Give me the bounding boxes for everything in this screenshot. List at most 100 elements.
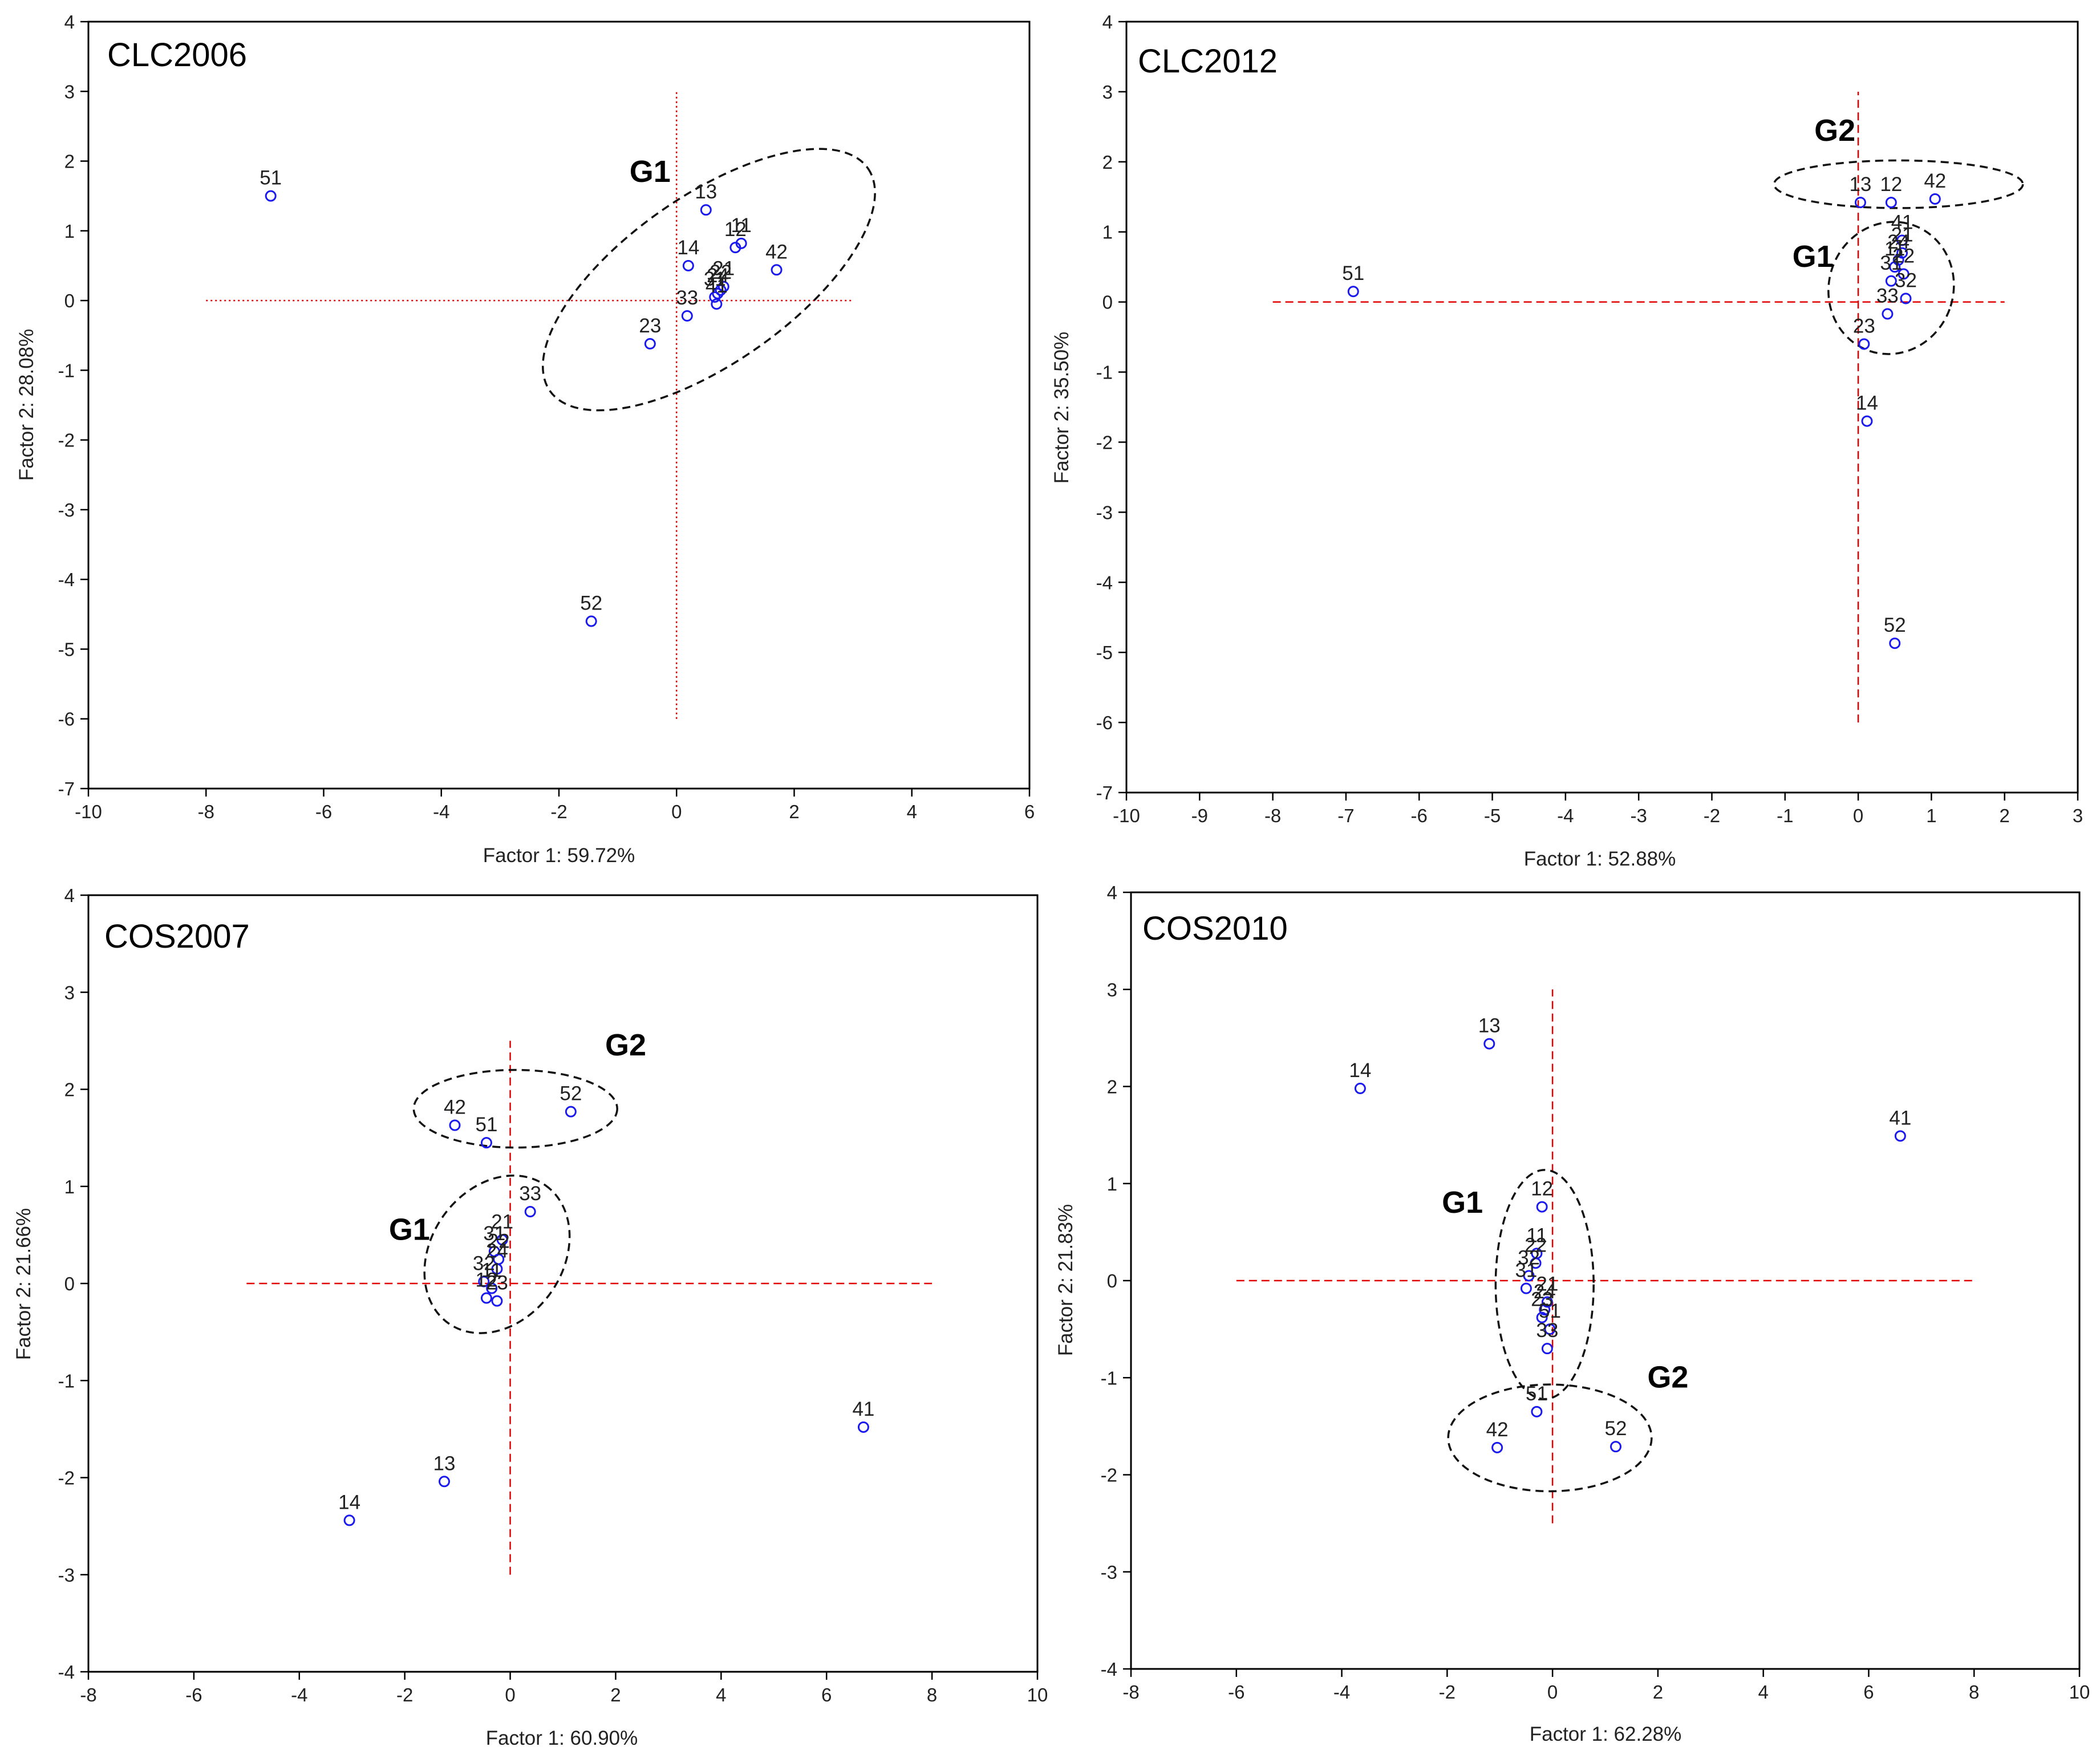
data-point — [681, 310, 693, 322]
y-tick-label: -2 — [58, 430, 75, 451]
x-tick-label: -4 — [291, 1684, 307, 1705]
panel-title: COS2010 — [1142, 910, 1288, 947]
y-tick-label: 3 — [64, 982, 75, 1003]
data-point-label: 52 — [1605, 1417, 1627, 1440]
data-point — [857, 1421, 869, 1433]
panel-cos2007: COS2007 Factor 1: 60.90% Factor 2: 21.66… — [13, 885, 1048, 1749]
x-tick-label: -6 — [315, 801, 332, 822]
x-tick-label: 2 — [1653, 1681, 1663, 1703]
data-point-label: 11 — [1884, 238, 1905, 260]
data-point-label: 42 — [1924, 170, 1946, 192]
y-tick-label: 0 — [64, 1273, 75, 1294]
data-point-label: 33 — [1536, 1319, 1558, 1342]
data-point — [478, 1275, 490, 1287]
group-ellipse — [423, 1175, 571, 1334]
group-label: G1 — [630, 155, 671, 189]
group-label: G1 — [1793, 239, 1834, 274]
data-point-label: 24 — [1534, 1281, 1556, 1303]
x-tick-label: -8 — [80, 1684, 96, 1705]
plot-content: -10 -9 -8 -7 -6 -5 -4 -3 -2 -1 0 1 2 3-7-6-5-4-3-2-10… — [1096, 11, 2083, 826]
group-label: G2 — [1647, 1360, 1688, 1394]
x-tick-label: -8 — [1264, 805, 1281, 826]
data-point-label: 22 — [1892, 245, 1915, 267]
data-point-label: 13 — [695, 181, 717, 203]
x-tick-label: 0 — [671, 801, 682, 822]
panel-clc2006: CLC2006 Factor 1: 59.72% Factor 2: 28.08… — [15, 11, 1035, 867]
y-tick-label: -2 — [58, 1468, 75, 1489]
data-point — [439, 1476, 450, 1488]
data-point — [565, 1106, 577, 1118]
y-axis-label: Factor 2: 21.66% — [13, 1208, 35, 1360]
group-label: G2 — [1814, 113, 1855, 148]
y-tick-label: -5 — [1096, 642, 1113, 663]
data-point — [1610, 1441, 1621, 1453]
data-point — [1889, 261, 1901, 273]
y-axis-label: Factor 2: 28.08% — [15, 329, 38, 481]
data-point-label: 42 — [765, 241, 788, 263]
x-tick-label: 8 — [927, 1684, 937, 1705]
data-point-label: 32 — [1518, 1246, 1540, 1269]
data-point — [1896, 234, 1908, 246]
data-point — [1541, 1296, 1553, 1308]
data-point — [343, 1514, 355, 1526]
data-point — [717, 281, 729, 293]
y-tick-label: 1 — [1107, 1173, 1117, 1195]
data-point-label: 52 — [1884, 614, 1906, 636]
x-tick-label: -6 — [185, 1684, 202, 1705]
plot-content: -8 -6 -4 -2 0 2 4 6 8 10-4-3-2-101234G1G242515233… — [58, 885, 1048, 1705]
data-point — [1491, 1441, 1503, 1453]
data-point-label: 31 — [1515, 1260, 1537, 1282]
y-tick-label: 0 — [64, 290, 75, 311]
y-tick-label: -1 — [1101, 1367, 1117, 1388]
data-point — [644, 338, 656, 350]
y-tick-label: -1 — [1096, 362, 1113, 383]
y-tick-label: -6 — [1096, 712, 1113, 733]
data-point-label: 23 — [1531, 1289, 1553, 1311]
data-point-label: 23 — [1853, 315, 1875, 337]
data-point — [682, 259, 694, 271]
panel-title: COS2007 — [104, 918, 250, 955]
data-point-label: 14 — [1349, 1059, 1371, 1082]
x-tick-label: -2 — [396, 1684, 413, 1705]
data-point-label: 41 — [706, 275, 728, 297]
panel-cos2010: COS2010 Factor 1: 62.28% Factor 2: 21.83… — [1055, 882, 2090, 1745]
data-point-label: 41 — [1889, 1107, 1911, 1129]
y-tick-label: -3 — [58, 1565, 75, 1586]
data-point-label: 21 — [712, 258, 735, 280]
data-point — [1544, 1323, 1556, 1335]
y-tick-label: 1 — [1102, 222, 1113, 243]
x-tick-label: 2 — [610, 1684, 621, 1705]
y-tick-label: 3 — [1107, 979, 1117, 1000]
data-point-label: 22 — [710, 261, 732, 283]
x-axis-label: Factor 1: 60.90% — [486, 1727, 638, 1749]
y-tick-label: -2 — [1096, 432, 1113, 453]
y-tick-label: 2 — [1102, 152, 1113, 173]
panel-title: CLC2012 — [1138, 43, 1278, 80]
group-ellipse — [1773, 159, 2024, 209]
y-tick-label: 4 — [1102, 11, 1113, 33]
y-tick-label: 4 — [64, 11, 75, 33]
y-tick-label: 2 — [64, 1079, 75, 1100]
panel-title: CLC2006 — [107, 36, 247, 74]
group-ellipse — [412, 1069, 618, 1149]
data-point — [712, 287, 724, 299]
data-point-label: 23 — [639, 315, 661, 337]
y-tick-label: 2 — [64, 151, 75, 172]
data-point — [1523, 1270, 1535, 1282]
y-tick-label: 4 — [1107, 882, 1117, 903]
data-point-label: 42 — [444, 1096, 466, 1118]
data-point-label: 31 — [483, 1222, 505, 1245]
data-point — [715, 284, 727, 296]
y-tick-label: -2 — [1101, 1465, 1117, 1486]
data-point — [1541, 1343, 1553, 1355]
x-axis-label: Factor 1: 62.28% — [1530, 1723, 1682, 1745]
data-point-label: 41 — [1891, 211, 1913, 233]
y-tick-label: 3 — [1102, 82, 1113, 103]
x-tick-label: -6 — [1228, 1681, 1244, 1703]
data-point — [1882, 308, 1894, 320]
x-tick-label: 10 — [2069, 1681, 2090, 1703]
data-point-label: 42 — [1486, 1419, 1509, 1441]
data-point — [1929, 193, 1941, 205]
x-tick-label: 3 — [2073, 805, 2083, 826]
x-tick-label: 1 — [1926, 805, 1936, 826]
